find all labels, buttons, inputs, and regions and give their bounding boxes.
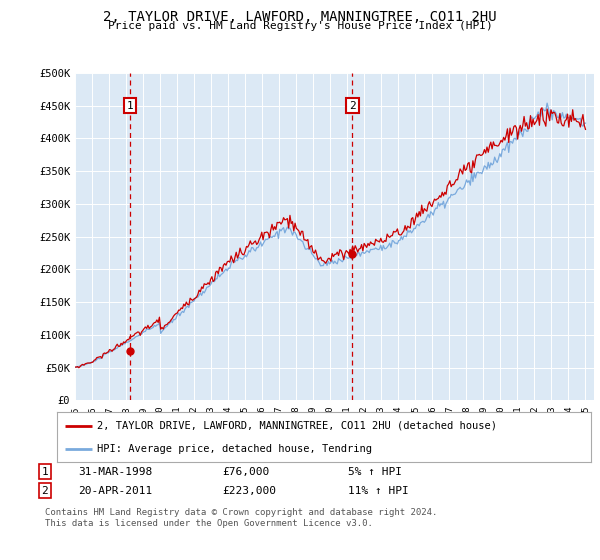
Text: Contains HM Land Registry data © Crown copyright and database right 2024.
This d: Contains HM Land Registry data © Crown c… xyxy=(45,508,437,528)
Text: 11% ↑ HPI: 11% ↑ HPI xyxy=(348,486,409,496)
Text: Price paid vs. HM Land Registry's House Price Index (HPI): Price paid vs. HM Land Registry's House … xyxy=(107,21,493,31)
Text: £76,000: £76,000 xyxy=(222,466,269,477)
Text: 5% ↑ HPI: 5% ↑ HPI xyxy=(348,466,402,477)
Text: 20-APR-2011: 20-APR-2011 xyxy=(78,486,152,496)
Text: £223,000: £223,000 xyxy=(222,486,276,496)
Text: 2, TAYLOR DRIVE, LAWFORD, MANNINGTREE, CO11 2HU: 2, TAYLOR DRIVE, LAWFORD, MANNINGTREE, C… xyxy=(103,10,497,24)
Text: 2: 2 xyxy=(349,101,356,110)
Text: 1: 1 xyxy=(41,466,49,477)
Text: 2: 2 xyxy=(41,486,49,496)
Text: 31-MAR-1998: 31-MAR-1998 xyxy=(78,466,152,477)
Text: 1: 1 xyxy=(127,101,134,110)
Text: 2, TAYLOR DRIVE, LAWFORD, MANNINGTREE, CO11 2HU (detached house): 2, TAYLOR DRIVE, LAWFORD, MANNINGTREE, C… xyxy=(97,421,497,431)
Text: HPI: Average price, detached house, Tendring: HPI: Average price, detached house, Tend… xyxy=(97,444,372,454)
